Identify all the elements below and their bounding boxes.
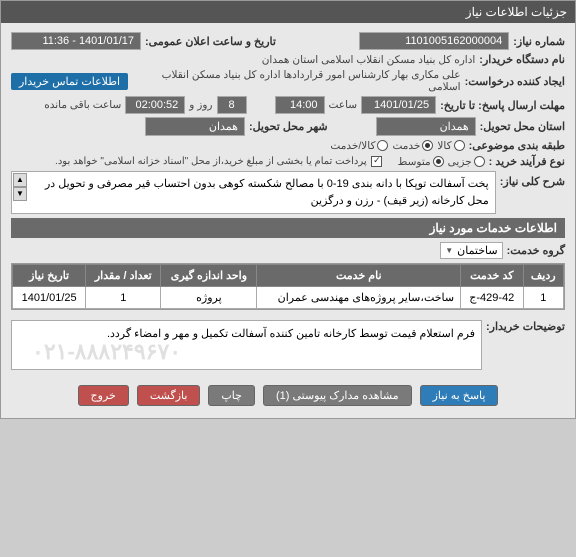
reply-button[interactable]: پاسخ به نیاز (420, 385, 499, 406)
medium-radio[interactable]: متوسط (398, 156, 444, 168)
cell-need-date: 1401/01/25 (13, 287, 86, 309)
watermark-phone: ۰۲۱-۸۸۸۲۴۹۶۷۰ (32, 339, 181, 365)
deadline-label: مهلت ارسال پاسخ: تا تاریخ: (440, 99, 565, 112)
cell-service-code: 429-42-ج (461, 287, 523, 309)
description-label: شرح کلی نیاز: (500, 171, 565, 188)
scroll-up-button[interactable]: ▲ (13, 173, 27, 187)
col-service-code: کد خدمت (461, 265, 523, 287)
description-box: ▲ ▼ پخت آسفالت توپکا با دانه بندی 19-0 ب… (11, 171, 496, 214)
chevron-down-icon: ▼ (445, 246, 453, 255)
deadline-time-value: 14:00 (275, 96, 325, 114)
col-unit: واحد اندازه گیری (161, 265, 257, 287)
delivery-city-value: همدان (145, 117, 245, 136)
col-service-name: نام خدمت (257, 265, 461, 287)
buyer-org-label: نام دستگاه خریدار: (479, 53, 565, 66)
back-button[interactable]: بازگشت (137, 385, 201, 406)
col-need-date: تاریخ نیاز (13, 265, 86, 287)
goods-service-radio[interactable]: کالا/خدمت (330, 140, 388, 152)
description-text: پخت آسفالت توپکا با دانه بندی 19-0 با مص… (18, 176, 489, 209)
remain-label: ساعت باقی مانده (44, 99, 121, 111)
goods-radio[interactable]: کالا (437, 140, 464, 152)
col-qty: تعداد / مقدار (86, 265, 161, 287)
services-table: ردیف کد خدمت نام خدمت واحد اندازه گیری ت… (12, 264, 564, 309)
time-label-1: ساعت (329, 99, 358, 111)
days-label: روز و (189, 99, 212, 111)
delivery-province-label: استان محل تحویل: (480, 120, 565, 133)
days-remaining-value: 8 (217, 96, 247, 114)
view-attachments-button[interactable]: مشاهده مدارک پیوستی (1) (263, 385, 412, 406)
table-row[interactable]: 1 429-42-ج ساخت،سایر پروژه‌های مهندسی عم… (13, 287, 564, 309)
buyer-org-value: اداره کل بنیاد مسکن انقلاب اسلامی استان … (262, 54, 476, 66)
delivery-province-value: همدان (376, 117, 476, 136)
services-section-header: اطلاعات خدمات مورد نیاز (11, 218, 565, 238)
service-group-dropdown[interactable]: ساختمان ▼ (440, 242, 502, 259)
service-group-label: گروه خدمت: (507, 244, 565, 257)
content-area: شماره نیاز: 1101005162000004 تاریخ و ساع… (1, 23, 575, 418)
cell-row-no: 1 (523, 287, 564, 309)
services-table-wrap: ردیف کد خدمت نام خدمت واحد اندازه گیری ت… (11, 263, 565, 310)
classification-label: طبقه بندی موضوعی: (469, 139, 565, 152)
buyer-contact-link[interactable]: اطلاعات تماس خریدار (11, 73, 128, 90)
treasury-checkbox[interactable] (371, 156, 382, 167)
need-number-value: 1101005162000004 (359, 32, 509, 50)
cell-service-name: ساخت،سایر پروژه‌های مهندسی عمران (257, 287, 461, 309)
announce-datetime-label: تاریخ و ساعت اعلان عمومی: (145, 35, 276, 48)
process-type-label: نوع فرآیند خرید : (489, 155, 565, 168)
print-button[interactable]: چاپ (208, 385, 255, 406)
buyer-notes-box: فرم استعلام قیمت توسط کارخانه تامین کنند… (11, 320, 482, 370)
cell-qty: 1 (86, 287, 161, 309)
cell-unit: پروژه (161, 287, 257, 309)
service-radio[interactable]: خدمت (392, 140, 433, 152)
process-note: پرداخت تمام یا بخشی از مبلغ خرید،از محل … (55, 156, 367, 167)
buyer-notes-label: توضیحات خریدار: (486, 316, 565, 333)
announce-datetime-value: 1401/01/17 - 11:36 (11, 32, 141, 50)
footer-buttons: پاسخ به نیاز مشاهده مدارک پیوستی (1) چاپ… (11, 377, 565, 412)
delivery-city-label: شهر محل تحویل: (249, 120, 328, 133)
table-header-row: ردیف کد خدمت نام خدمت واحد اندازه گیری ت… (13, 265, 564, 287)
time-remaining-value: 02:00:52 (125, 96, 185, 114)
need-details-window: جزئیات اطلاعات نیاز شماره نیاز: 11010051… (0, 0, 576, 419)
creator-label: ایجاد کننده درخواست: (465, 75, 565, 88)
scroll-down-button[interactable]: ▼ (13, 187, 27, 201)
creator-value: علی مکاری بهار کارشناس امور قراردادها اد… (132, 69, 461, 93)
window-titlebar: جزئیات اطلاعات نیاز (1, 1, 575, 23)
window-title-text: جزئیات اطلاعات نیاز (466, 5, 567, 19)
deadline-date-value: 1401/01/25 (361, 96, 436, 114)
need-number-label: شماره نیاز: (513, 35, 565, 48)
exit-button[interactable]: خروج (78, 385, 129, 406)
col-row-no: ردیف (523, 265, 564, 287)
small-radio[interactable]: جزیی (448, 156, 485, 168)
